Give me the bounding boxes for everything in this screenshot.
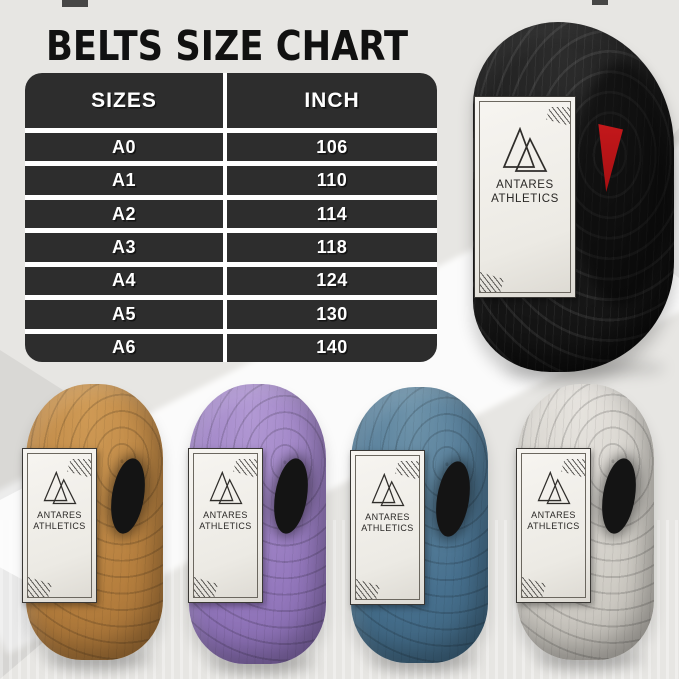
size-chart-table: SIZES INCH A0 106 A1 110 A2 114 A3 118 <box>25 73 437 362</box>
size-cell: A5 <box>25 300 223 329</box>
size-table-rows: A0 106 A1 110 A2 114 A3 118 A4 124 A5 <box>25 128 437 362</box>
belt-coil-hole <box>573 62 668 307</box>
inch-cell: 124 <box>227 266 437 296</box>
antares-triangles-logo-icon <box>502 127 548 172</box>
stitch-scribble-icon <box>546 107 570 126</box>
antares-triangles-logo-icon <box>209 471 243 505</box>
table-row: A3 118 <box>25 233 437 262</box>
brand-name: ANTARES ATHLETICS <box>527 510 580 532</box>
table-row: A1 110 <box>25 166 437 195</box>
inch-cell: 118 <box>227 233 437 262</box>
inch-cell: 110 <box>227 166 437 195</box>
size-cell: A4 <box>25 266 223 296</box>
stitch-scribble-icon <box>28 577 52 597</box>
stitch-scribble-icon <box>480 272 504 292</box>
page-title: BELTS SIZE CHART <box>46 22 409 70</box>
column-divider <box>223 166 227 195</box>
background-mark <box>62 0 88 7</box>
brand-name: ANTARES ATHLETICS <box>33 510 86 532</box>
inch-cell: 140 <box>227 333 437 362</box>
brand-name: ANTARES ATHLETICS <box>199 510 252 532</box>
column-divider <box>223 133 227 162</box>
brand-name: ANTARES ATHLETICS <box>361 512 414 534</box>
brand-label: ANTARES ATHLETICS <box>188 448 263 603</box>
stitch-scribble-icon <box>356 579 380 599</box>
size-cell: A3 <box>25 233 223 262</box>
table-row: A6 140 <box>25 333 437 362</box>
size-cell: A2 <box>25 199 223 229</box>
inch-cell: 130 <box>227 300 437 329</box>
size-cell: A6 <box>25 333 223 362</box>
antares-triangles-logo-icon <box>371 473 405 507</box>
stitch-scribble-icon <box>522 577 546 597</box>
size-cell: A1 <box>25 166 223 195</box>
brand-label: ANTARES ATHLETICS <box>22 448 97 603</box>
belt-coil-hole <box>431 458 475 540</box>
background-mark <box>592 0 608 5</box>
table-row: A5 130 <box>25 300 437 329</box>
column-divider <box>223 199 227 229</box>
col-header-sizes: SIZES <box>25 73 223 128</box>
brand-label: ANTARES ATHLETICS <box>474 96 576 298</box>
inch-cell: 106 <box>227 133 437 162</box>
size-cell: A0 <box>25 133 223 162</box>
table-row: A4 124 <box>25 266 437 296</box>
brand-label: ANTARES ATHLETICS <box>350 450 425 605</box>
antares-triangles-logo-icon <box>43 471 77 505</box>
col-header-inch: INCH <box>227 73 437 128</box>
column-divider <box>223 266 227 296</box>
belt-coil-hole <box>269 455 313 537</box>
table-header-row: SIZES INCH <box>25 73 437 128</box>
belt-coil-hole <box>106 455 150 537</box>
table-row: A2 114 <box>25 199 437 229</box>
brand-label: ANTARES ATHLETICS <box>516 448 591 603</box>
brand-name: ANTARES ATHLETICS <box>491 179 559 206</box>
table-row: A0 106 <box>25 133 437 162</box>
stitch-scribble-icon <box>194 577 218 597</box>
inch-cell: 114 <box>227 199 437 229</box>
column-divider <box>223 233 227 262</box>
column-divider <box>223 73 227 128</box>
antares-triangles-logo-icon <box>537 471 571 505</box>
column-divider <box>223 333 227 362</box>
belt-coil-hole <box>597 455 641 537</box>
column-divider <box>223 300 227 329</box>
